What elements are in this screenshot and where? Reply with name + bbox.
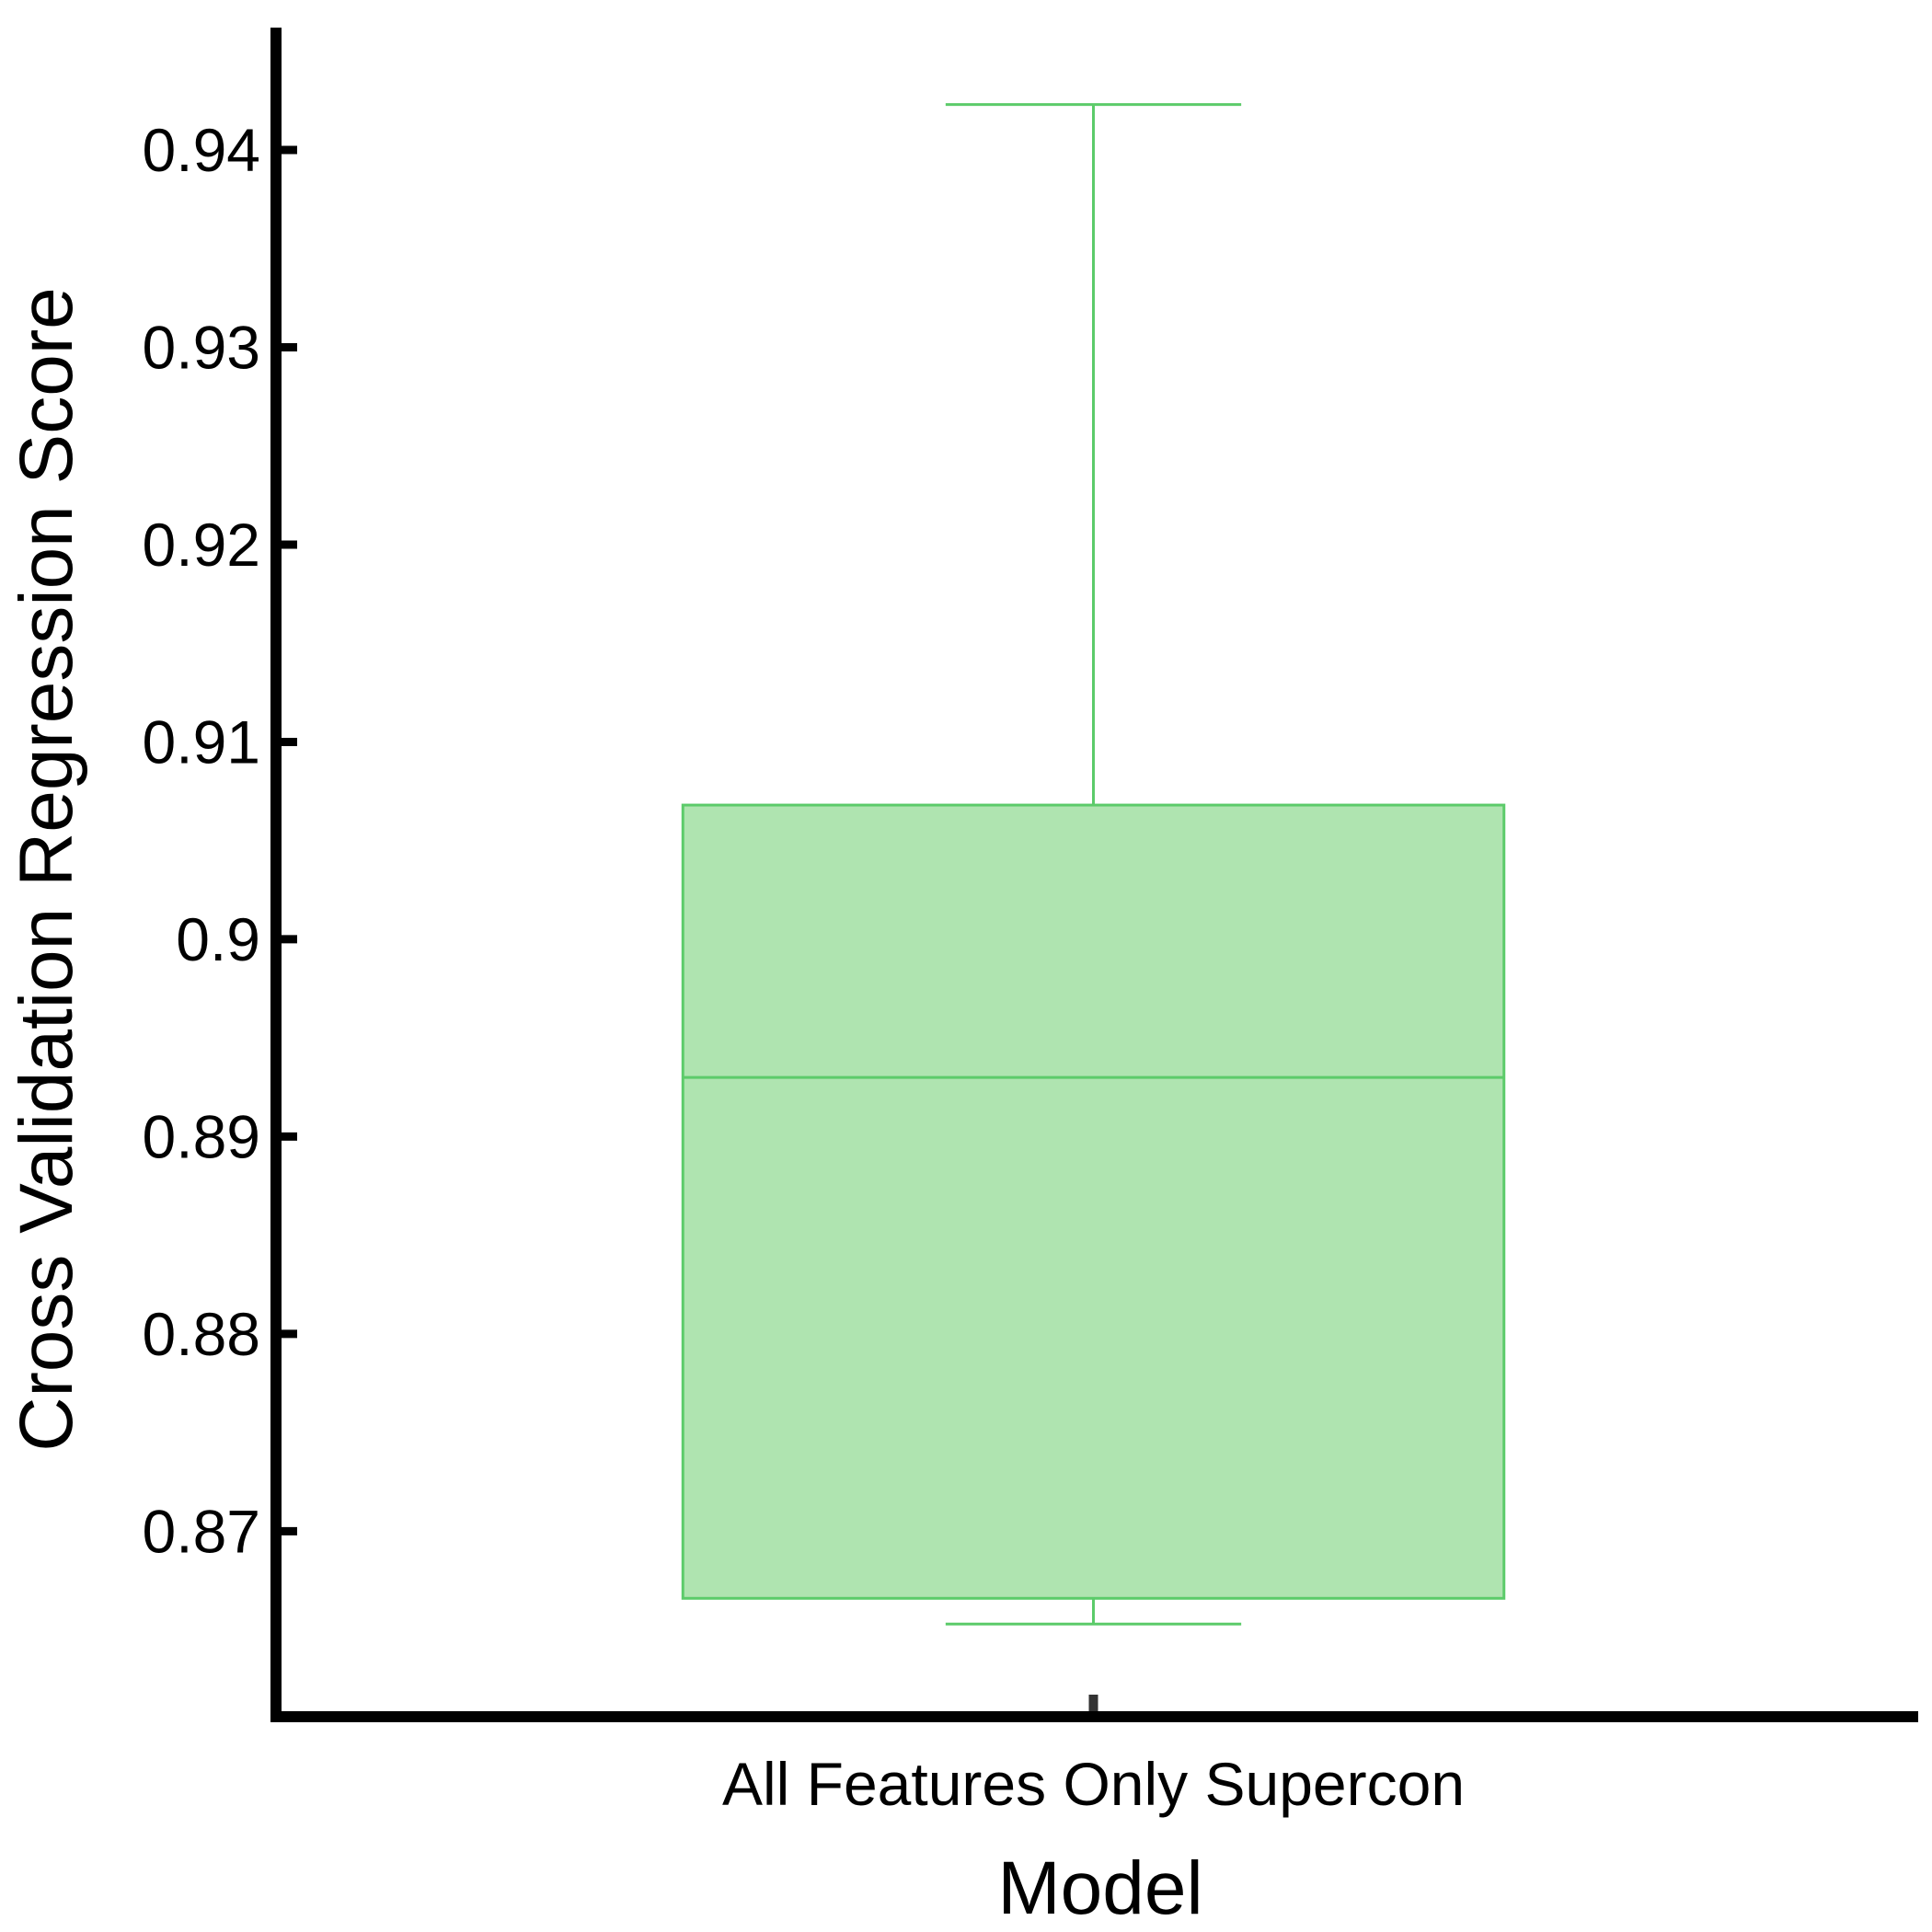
x-tick-label: All Features Only Supercon: [722, 1750, 1465, 1818]
y-tick-label: 0.87: [143, 1497, 260, 1565]
y-tick-label: 0.9: [176, 905, 260, 973]
y-tick-label: 0.89: [143, 1102, 260, 1170]
y-axis-title: Cross Validation Regression Score: [5, 287, 88, 1452]
box-iqr: [681, 803, 1506, 1600]
boxes: [681, 103, 1506, 1626]
y-tick-label: 0.93: [143, 313, 260, 381]
y-tick-label: 0.94: [143, 116, 260, 184]
y-tick-label: 0.88: [143, 1300, 260, 1368]
y-axis-ticks: 0.87 0.88 0.89 0.9 0.91 0.92 0.93 0.94: [143, 116, 297, 1565]
x-axis-title: Model: [997, 1846, 1202, 1930]
y-tick-label: 0.91: [143, 707, 260, 776]
y-tick-label: 0.92: [143, 511, 260, 579]
